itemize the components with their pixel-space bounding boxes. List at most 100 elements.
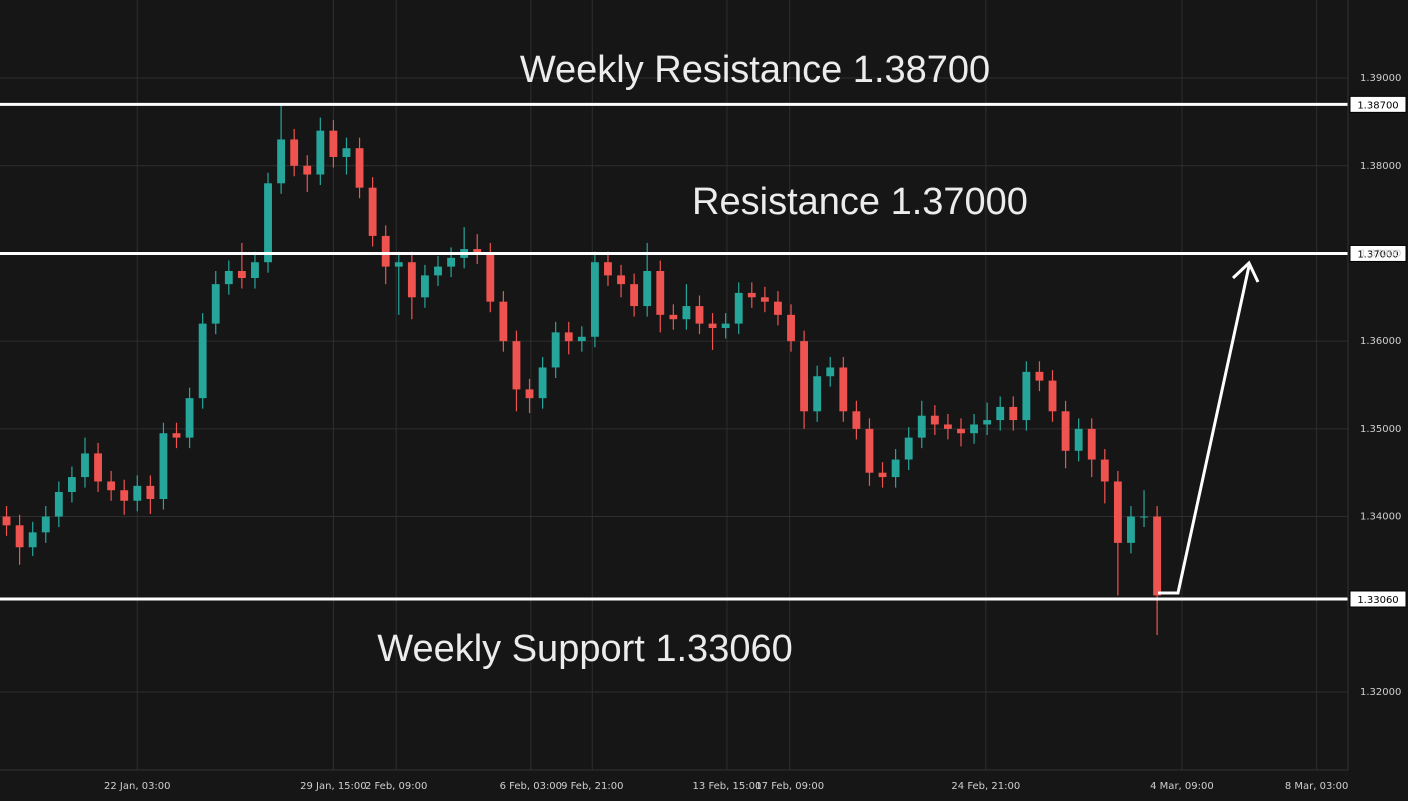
candle-body [94,453,102,482]
candle-body [917,415,926,438]
candle-body [865,428,874,473]
candle-body [1061,411,1070,451]
x-tick-label: 2 Feb, 09:00 [365,781,427,792]
candle-body [277,139,286,184]
y-tick-label: 1.38000 [1360,161,1401,172]
price-tag [1349,590,1407,608]
candle-body [525,389,534,399]
candle-body [774,301,782,315]
candles [2,104,1162,635]
candle-body [564,332,573,342]
candle-body [198,323,207,399]
candle-body [734,292,743,324]
candle-body [434,266,442,276]
candle-body [368,187,377,236]
candle-body [656,270,665,315]
x-tick-label: 22 Jan, 03:00 [104,781,171,792]
candle-body [172,433,181,438]
candle-body [2,516,11,526]
candle-body [407,262,416,298]
candle-body [970,424,978,434]
candle-body [839,367,848,412]
candle-body [1048,380,1057,412]
candle-body [643,270,652,307]
price-tag-label: 1.37000 [1357,249,1398,260]
candle-body [421,275,429,298]
x-tick-label: 13 Feb, 15:00 [693,781,762,792]
candle-body [211,284,220,324]
candle-body [28,532,37,548]
candle-body [1087,428,1096,460]
x-tick-label: 24 Feb, 21:00 [951,781,1020,792]
candle-body [264,183,272,263]
candle-body [316,130,325,175]
arrow-head [1231,260,1260,283]
candle-body [185,398,194,438]
forecast-arrow [1158,265,1251,595]
x-tick-label: 8 Mar, 03:00 [1285,781,1349,792]
x-tick-label: 4 Mar, 09:00 [1150,781,1214,792]
level-annotation: Weekly Resistance 1.38700 [520,49,990,91]
candle-body [67,477,76,492]
candle-body [251,262,259,279]
candle-body [381,235,390,267]
candle-body [590,262,599,337]
grid [0,0,1348,770]
candle-body [146,485,155,500]
candle-body [1035,371,1044,381]
candle-body [813,376,822,412]
candle-body [800,341,809,412]
candle-body [54,491,63,517]
candle-body [943,424,952,429]
candle-body [1127,516,1135,543]
candle-body [695,306,704,324]
candle-body [81,453,89,478]
candle-body [342,148,351,157]
candle-body [930,415,939,425]
candle-body [904,437,913,460]
candle-body [1074,428,1083,451]
candle-body [630,284,639,307]
candle-body [996,406,1005,421]
price-tag [1349,244,1407,262]
candle-body [852,411,861,429]
candle-body [120,490,129,501]
price-tag-label: 1.38700 [1357,100,1398,111]
x-tick-label: 29 Jan, 15:00 [300,781,367,792]
price-tag [1349,95,1407,113]
candle-body [107,481,116,491]
candle-body [604,262,612,276]
price-tag-label: 1.33060 [1357,595,1398,606]
x-tick-label: 6 Feb, 03:00 [500,781,562,792]
candle-body [447,257,455,267]
candle-body [787,314,795,342]
candle-body [237,270,246,279]
candle-body [41,516,50,533]
candle-body [1009,406,1018,421]
candle-body [159,433,168,500]
candle-body [473,249,482,254]
level-annotation: Weekly Support 1.33060 [377,628,792,670]
candle-body [826,367,835,377]
y-tick-label: 1.35000 [1360,424,1401,435]
x-tick-label: 17 Feb, 09:00 [755,781,824,792]
candle-body [747,292,756,298]
candle-body [355,148,364,188]
candle-body [617,275,625,285]
candle-body [983,420,992,425]
candle-body [1140,516,1148,518]
candle-body [878,472,887,478]
candle-body [760,297,769,302]
candle-body [669,314,678,320]
candle-body [329,130,338,157]
candle-body [708,323,717,328]
candle-body [303,165,312,175]
candle-body [1022,371,1031,421]
candle-body [290,139,299,166]
candle-body [551,332,560,368]
candle-body [1100,459,1109,482]
x-tick-label: 9 Feb, 21:00 [561,781,623,792]
